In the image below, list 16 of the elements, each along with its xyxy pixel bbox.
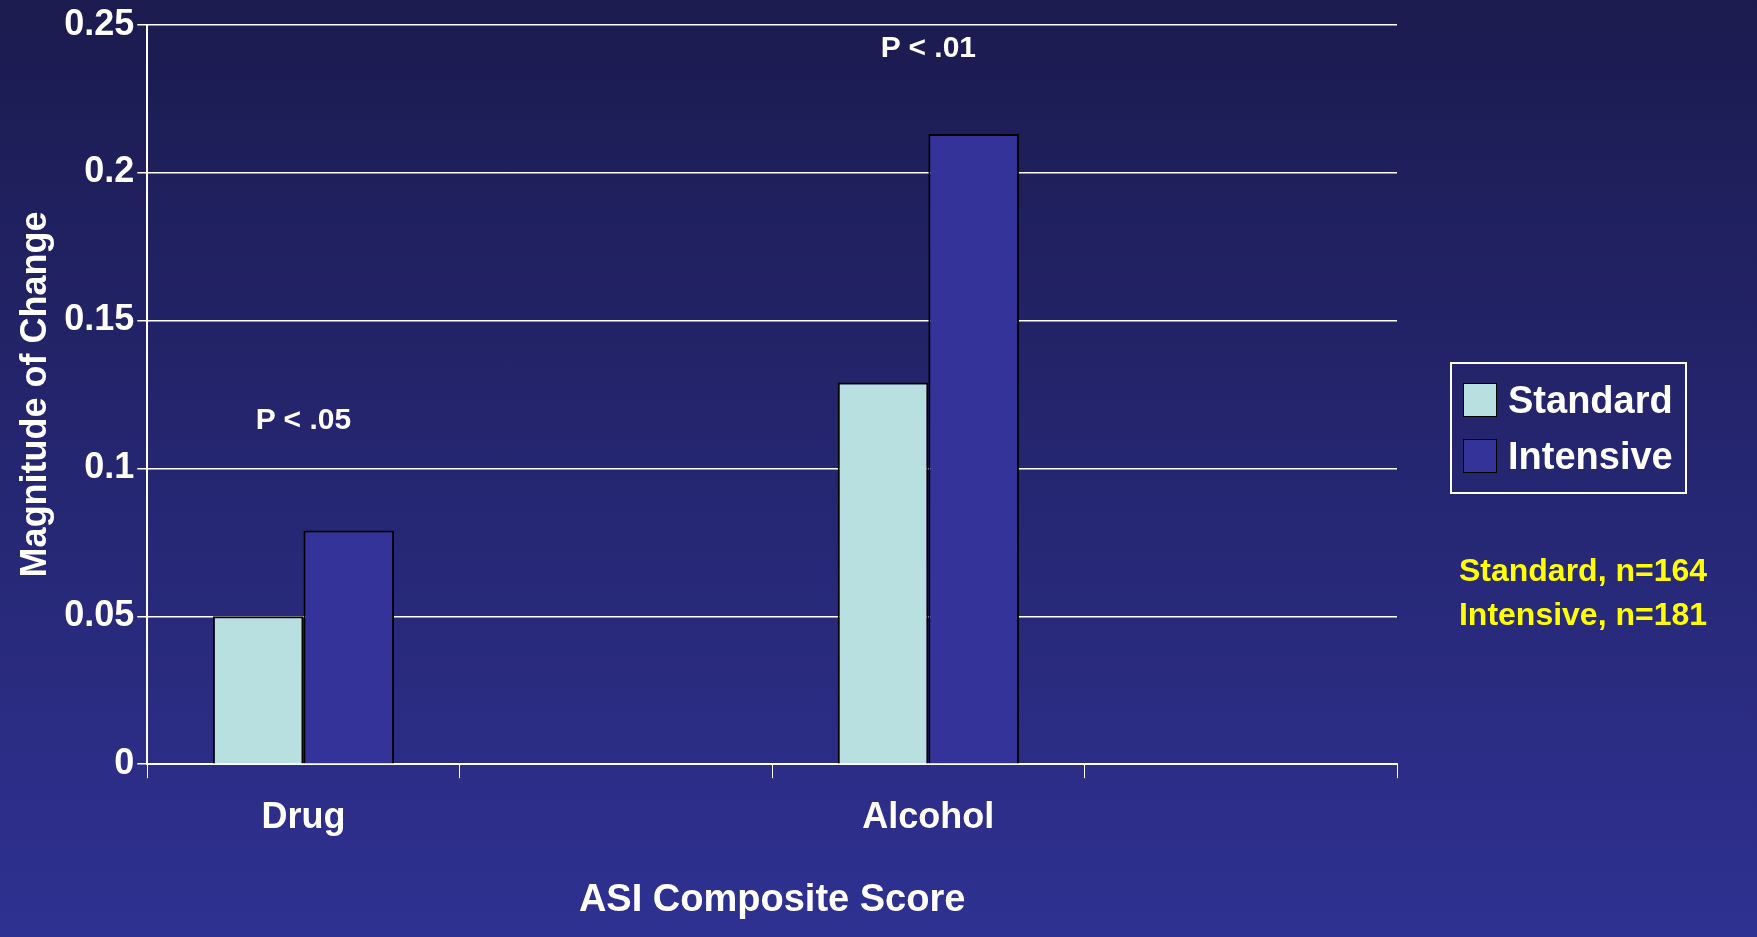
y-tick-label: 0.05 xyxy=(64,593,135,635)
x-tick-label: Alcohol xyxy=(862,794,995,836)
legend-label: Standard xyxy=(1508,378,1673,422)
y-axis-title: Magnitude of Change xyxy=(12,211,54,578)
x-axis-title: ASI Composite Score xyxy=(578,876,966,919)
y-tick-label: 0 xyxy=(114,741,135,783)
text: Standard, n=164 xyxy=(1457,551,1709,590)
text: Intensive, n=181 xyxy=(1457,595,1709,634)
x-tick-label: Drug xyxy=(261,794,346,836)
y-tick-label: 0.1 xyxy=(84,445,135,487)
annotation: P < .01 xyxy=(880,30,977,64)
y-tick-label: 0.2 xyxy=(84,149,135,191)
y-tick-label: 0.25 xyxy=(64,1,135,43)
annotation: P < .05 xyxy=(255,401,352,435)
legend-label: Intensive xyxy=(1508,434,1673,478)
y-tick-label: 0.15 xyxy=(64,297,135,339)
